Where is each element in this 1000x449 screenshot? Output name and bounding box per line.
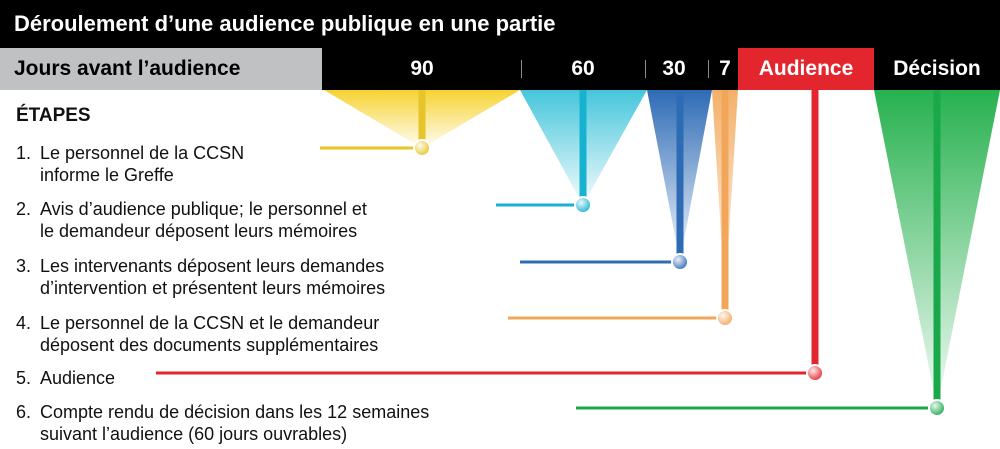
step-5-marker-highlight	[807, 365, 823, 381]
tick-audience: Audience	[738, 48, 874, 90]
tick-30: 30	[662, 57, 686, 80]
tick-separator	[521, 60, 522, 78]
step-text-line2: informe le Greffe	[40, 165, 174, 185]
step-number: 3.	[16, 256, 32, 276]
tick-decision: Décision	[893, 57, 981, 80]
step-number: 1.	[16, 143, 32, 163]
step-6: 6. Compte rendu de décision dans les 12 s…	[16, 401, 429, 445]
steps-heading: ÉTAPES	[16, 105, 91, 126]
step-3: 3. Les intervenants déposent leurs demand…	[16, 255, 385, 299]
step-text-line2: le demandeur déposent leurs mémoires	[40, 221, 358, 241]
step-number: 5.	[16, 368, 32, 388]
step-number: 4.	[16, 313, 32, 333]
tick-separator	[645, 60, 646, 78]
page-title: Déroulement d’une audience publique en u…	[0, 0, 1000, 48]
step-5: 5. Audience	[16, 367, 115, 389]
days-before-hearing-label: Jours avant l’audience	[0, 48, 322, 90]
step-number: 2.	[16, 199, 32, 219]
tick-separator	[708, 60, 709, 78]
step-3-marker-highlight	[672, 254, 688, 270]
step-text-line1: Les intervenants déposent leurs demandes	[40, 256, 385, 276]
step-text-line1: Le personnel de la CCSN	[40, 143, 245, 163]
step-text-line2: d’intervention et présentent leurs mémoi…	[40, 278, 386, 298]
step-2: 2. Avis d’audience publique; le personnel…	[16, 198, 367, 242]
step-text-line1: Avis d’audience publique; le personnel e…	[40, 199, 367, 219]
tick-60: 60	[571, 57, 595, 80]
step-text-line1: Compte rendu de décision dans les 12 sem…	[40, 402, 430, 422]
timeline-header: Jours avant l’audience 90 60 30 7 Audien…	[0, 48, 1000, 90]
tick-7: 7	[719, 57, 731, 80]
step-4-marker-highlight	[717, 310, 733, 326]
step-text-line1: Audience	[40, 368, 116, 388]
step-text-line2: déposent des documents supplémentaires	[40, 335, 379, 355]
step-text-line1: Le personnel de la CCSN et le demandeur	[40, 313, 380, 333]
step-text-line2: suivant l’audience (60 jours ouvrables)	[40, 424, 348, 444]
step-4: 4. Le personnel de la CCSN et le demandeu…	[16, 312, 379, 356]
step-1-marker-highlight	[414, 140, 430, 156]
step-1: 1. Le personnel de la CCSN informe le Gre…	[16, 142, 244, 186]
step-6-marker-highlight	[929, 400, 945, 416]
tick-90: 90	[410, 57, 434, 80]
step-number: 6.	[16, 402, 32, 422]
step-2-marker-highlight	[575, 197, 591, 213]
